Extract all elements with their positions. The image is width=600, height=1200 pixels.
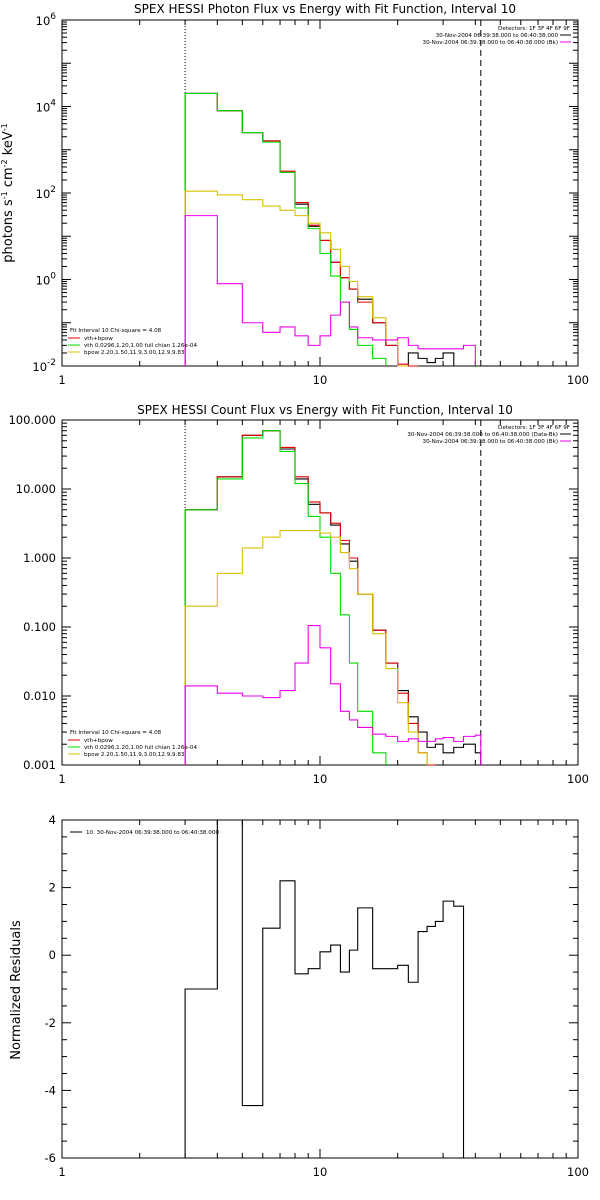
count-flux-panel: SPEX HESSI Count Flux vs Energy with Fit…	[8, 403, 589, 786]
photon-flux-x-tick-labels: 1 10 100	[58, 373, 589, 387]
residuals-series-residuals	[184, 819, 476, 1159]
count-flux-legend-bottom-left: Fit Interval 10 Chi-square = 4.08 vth+bp…	[68, 730, 197, 758]
count-flux-x-tick-labels: 1 10 100	[58, 772, 589, 786]
x-tick-label: 1	[58, 373, 65, 387]
photon-flux-series-bpow	[184, 190, 409, 367]
count-flux-title: SPEX HESSI Count Flux vs Energy with Fit…	[137, 403, 513, 417]
y-tick-label: -2	[45, 1016, 56, 1030]
count-flux-series-bk	[184, 624, 482, 765]
count-flux-y-tick-labels: 0.001 0.010 0.100 1.000 10.000 100.000	[8, 413, 56, 772]
y-tick-label: 106	[36, 12, 57, 28]
photon-flux-series-data	[184, 92, 455, 367]
y-tick-label: 10-2	[32, 358, 56, 374]
photon-flux-fit-range-lines	[184, 20, 482, 366]
y-tick-label: 0.100	[23, 620, 56, 634]
residuals-series	[184, 819, 476, 1159]
legend-bk-entry: 30-Nov-2004 06:39:38.000 to 06:40:38.000…	[423, 40, 558, 46]
y-tick-label: -4	[45, 1083, 56, 1097]
y-tick-label: 0	[49, 948, 56, 962]
photon-flux-plot-frame	[61, 19, 579, 367]
legend-fit-interval: Fit Interval 10 Chi-square = 4.08	[70, 328, 162, 334]
legend-detectors: Detectors: 1F 3F 4F 6F 9F	[498, 425, 570, 431]
photon-flux-panel: SPEX HESSI Photon Flux vs Energy with Fi…	[0, 2, 589, 387]
photon-flux-title: SPEX HESSI Photon Flux vs Energy with Fi…	[134, 2, 516, 16]
x-tick-label: 1	[58, 772, 65, 786]
photon-flux-legend-top-right: Detectors: 1F 3F 4F 6F 9F 30-Nov-2004 06…	[423, 26, 571, 46]
photon-flux-y-axis-label: photons s-1 cm-2 keV-1	[0, 123, 16, 262]
photon-flux-y-tick-labels: 10-2 100 102 104 106	[32, 12, 56, 374]
residuals-y-axis-label: Normalized Residuals	[9, 920, 24, 1060]
y-tick-label: 2	[49, 881, 56, 895]
photon-flux-series	[184, 92, 476, 367]
legend-total-entry: vth+bpow	[84, 738, 113, 744]
legend-vth-entry: vth 0.0296,1.20,1.00 full chian 1.26e-04	[84, 745, 197, 751]
legend-vth-entry: vth 0.0296,1.20,1.00 full chian 1.26e-04	[84, 343, 197, 349]
y-tick-label: 4	[49, 813, 56, 827]
count-flux-series-bpow	[184, 529, 428, 765]
y-tick-label: 100.000	[8, 413, 56, 427]
legend-bpow-entry: bpow 2.20,1.50,11.9,3.00,12.9,9.83	[84, 752, 185, 758]
legend-fit-interval: Fit Interval 10 Chi-square = 4.08	[70, 730, 162, 736]
residuals-ticks	[61, 819, 578, 1159]
photon-flux-series-vth	[184, 92, 387, 366]
x-tick-label: 10	[313, 1165, 328, 1179]
count-flux-legend-top-right: Detectors: 1F 3F 4F 6F 9F 30-Nov-2004 06…	[407, 425, 571, 445]
count-flux-series	[184, 430, 482, 766]
photon-flux-series-vth-bpow	[184, 92, 419, 367]
photon-flux-legend-bottom-left: Fit Interval 10 Chi-square = 4.08 vth+bp…	[68, 328, 197, 356]
count-flux-series-vth	[184, 430, 387, 765]
residuals-x-tick-labels: 1 10 100	[58, 1165, 589, 1179]
count-flux-plot-frame	[61, 419, 579, 766]
legend-total-entry: vth+bpow	[84, 336, 113, 342]
photon-flux-series-bk	[184, 215, 476, 366]
x-tick-label: 1	[58, 1165, 65, 1179]
x-tick-label: 10	[313, 373, 328, 387]
residuals-plot-frame	[61, 819, 579, 1159]
residuals-panel: 1 10 100 -6 -4 -2 0 2 4 Normalized Residuals 10…	[9, 813, 589, 1179]
legend-bk-entry: 30-Nov-2004 06:39:38.000 to 06:40:38.000…	[423, 439, 558, 445]
residuals-legend-entry: 10. 30-Nov-2004 06:39:38.000 to 06:40:38…	[86, 830, 219, 836]
y-tick-label: -6	[45, 1151, 56, 1165]
count-flux-ticks	[61, 420, 578, 766]
count-flux-fit-range-lines	[184, 420, 482, 765]
legend-data-entry: 30-Nov-2004 06:39:38.000 to 06:40:38.000…	[407, 432, 558, 438]
count-flux-series-vth-bpow	[184, 430, 436, 766]
y-tick-label: 100	[36, 272, 57, 288]
y-tick-label: 102	[36, 185, 56, 201]
y-tick-label: 0.010	[23, 689, 56, 703]
residuals-legend: 10. 30-Nov-2004 06:39:38.000 to 06:40:38…	[70, 830, 219, 836]
legend-detectors: Detectors: 1F 3F 4F 6F 9F	[498, 26, 570, 32]
y-tick-label: 0.001	[23, 758, 56, 772]
residuals-y-tick-labels: -6 -4 -2 0 2 4	[45, 813, 56, 1165]
legend-data-entry: 30-Nov-2004 06:39:38.000 to 06:40:38.000	[436, 33, 559, 39]
x-tick-label: 100	[567, 772, 589, 786]
x-tick-label: 10	[313, 772, 328, 786]
y-tick-label: 104	[36, 99, 57, 115]
photon-flux-ticks	[61, 20, 578, 367]
y-tick-label: 1.000	[23, 551, 56, 565]
y-tick-label: 10.000	[16, 482, 56, 496]
x-tick-label: 100	[567, 1165, 589, 1179]
x-tick-label: 100	[567, 373, 589, 387]
count-flux-series-data	[184, 430, 482, 765]
legend-bpow-entry: bpow 2.20,1.50,11.9,3.00,12.9,9.83	[84, 350, 185, 356]
